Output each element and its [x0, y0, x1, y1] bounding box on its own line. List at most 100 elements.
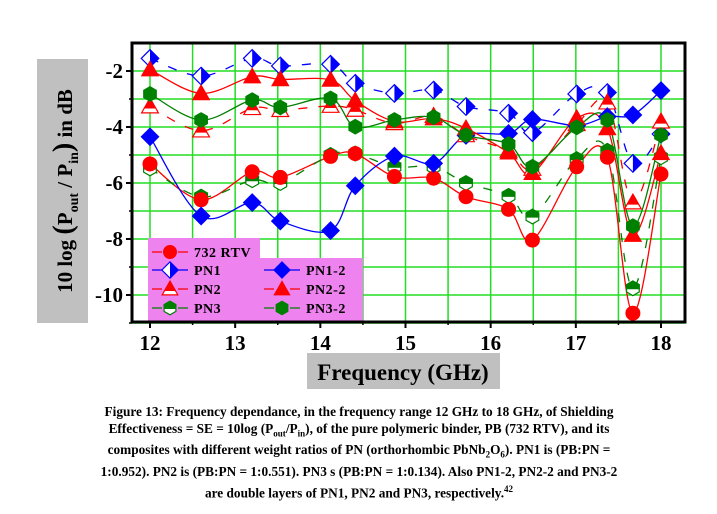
marker-732-rtv: [272, 169, 288, 185]
marker-732-rtv: [244, 164, 260, 180]
marker-pn1-2: [424, 153, 444, 173]
marker-pn1: [384, 83, 405, 103]
marker-pn3-2: [143, 86, 157, 102]
series-line-732-rtv: [149, 145, 662, 314]
marker-732-rtv: [386, 169, 402, 185]
marker-pn3-2: [426, 109, 441, 126]
marker-pn2-2: [242, 67, 262, 84]
marker-pn1: [270, 56, 290, 76]
y-tick-label: -4: [106, 115, 124, 139]
y-axis-title-box: [37, 59, 88, 323]
x-tick-label: 13: [225, 331, 246, 355]
marker-732-rtv: [193, 192, 209, 208]
marker-pn3: [459, 174, 473, 192]
marker-732-rtv: [599, 149, 615, 165]
svg-text:10 log (Pout / Pin) in dB: 10 log (Pout / Pin) in dB: [48, 89, 82, 293]
legend-label: PN3-2: [306, 302, 346, 317]
marker-pn1: [320, 54, 341, 74]
marker-pn1: [597, 82, 617, 103]
marker-pn3-2: [194, 112, 208, 128]
caption-line-4: 1:0.952). PN2 is (PB:PN = 1:0.551). PN3 …: [100, 463, 618, 479]
caption-line-2: Effectiveness = SE = 10log (Pout/Pin), o…: [108, 420, 610, 439]
marker-pn3-2: [245, 92, 260, 109]
marker-pn1-2: [522, 109, 542, 129]
caption-line-3: composites with different weight ratios …: [107, 442, 611, 460]
legend-marker: [273, 261, 291, 279]
x-tick-label: 16: [480, 331, 501, 355]
marker-pn3-2: [323, 90, 338, 107]
marker-pn3-2: [501, 136, 516, 153]
shielding-effectiveness-chart: 10 log (Pout / Pin) in dB Frequency (GHz…: [37, 41, 687, 389]
legend-marker: [161, 261, 179, 279]
marker-pn3-2: [273, 99, 288, 116]
x-tick-label: 14: [310, 331, 332, 355]
x-tick-label: 12: [140, 331, 161, 355]
y-tick-label: -8: [106, 227, 124, 251]
x-tick-label: 15: [395, 331, 416, 355]
legend-label: PN2: [194, 283, 221, 298]
x-tick-label: 18: [651, 331, 672, 355]
x-axis-title: Frequency (GHz): [317, 360, 488, 385]
marker-pn1: [424, 80, 444, 100]
marker-pn3-2: [459, 127, 473, 144]
marker-pn2: [623, 192, 643, 210]
marker-pn2-2: [651, 143, 671, 161]
legend-marker: [163, 300, 177, 316]
marker-pn2-2: [191, 83, 211, 101]
marker-pn1: [522, 123, 542, 143]
marker-pn1-2: [623, 105, 643, 125]
x-tick-label: 17: [565, 331, 586, 355]
figure-caption: Figure 13: Frequency dependance, in the …: [14, 404, 704, 502]
marker-732-rtv: [625, 305, 641, 321]
marker-732-rtv: [458, 189, 474, 205]
marker-pn1: [623, 153, 643, 173]
marker-pn3-2: [626, 218, 640, 235]
marker-732-rtv: [323, 148, 339, 164]
marker-pn3: [501, 187, 516, 204]
caption-line-5: are double layers of PN1, PN2 and PN3, r…: [204, 483, 514, 500]
marker-732-rtv: [569, 159, 585, 175]
marker-pn1: [140, 48, 160, 68]
marker-pn3: [625, 280, 640, 297]
markers: [140, 48, 671, 321]
marker-pn1-2: [191, 206, 211, 226]
marker-pn2: [140, 96, 160, 114]
marker-732-rtv: [524, 232, 540, 248]
marker-pn1-2: [242, 193, 262, 213]
marker-pn2-2: [321, 70, 340, 87]
marker-pn1-2: [651, 81, 671, 101]
legend-marker: [273, 280, 291, 296]
legend-label: PN1-2: [306, 264, 346, 279]
marker-pn1: [567, 84, 587, 104]
y-tick-label: -2: [106, 59, 124, 83]
marker-pn2-2: [271, 69, 290, 87]
marker-pn3-2: [569, 119, 584, 136]
marker-732-rtv: [347, 146, 363, 162]
legend-marker: [275, 300, 289, 316]
legend-label: PN1: [194, 264, 221, 279]
marker-pn1-2: [321, 221, 341, 241]
marker-pn1-2: [270, 211, 290, 231]
marker-pn1-2: [140, 127, 160, 147]
marker-pn1-2: [345, 176, 365, 196]
legend: 732 RTV PN1 PN2 PN3 PN1-2 PN2-2 PN3-2: [148, 238, 363, 323]
legend-label: PN2-2: [306, 283, 346, 298]
marker-pn3-2: [525, 158, 540, 175]
y-axis-title: 10 log (Pout / Pin) in dB: [48, 89, 82, 293]
marker-pn2-2: [140, 60, 160, 77]
marker-732-rtv: [142, 156, 158, 172]
marker-pn1: [456, 96, 476, 117]
marker-732-rtv: [426, 170, 442, 186]
caption-line-1: Figure 13: Frequency dependance, in the …: [104, 404, 614, 419]
legend-label: PN3: [194, 302, 221, 317]
marker-pn1: [498, 103, 519, 123]
marker-pn3-2: [600, 112, 615, 128]
x-axis-title-box: [307, 353, 500, 389]
y-tick-label: -10: [95, 283, 123, 307]
marker-pn3-2: [387, 112, 402, 128]
legend-marker: [163, 245, 177, 259]
marker-pn1: [242, 48, 262, 68]
legend-marker: [161, 279, 179, 296]
axis-ticks: [126, 70, 662, 328]
y-tick-label: -6: [106, 171, 124, 195]
